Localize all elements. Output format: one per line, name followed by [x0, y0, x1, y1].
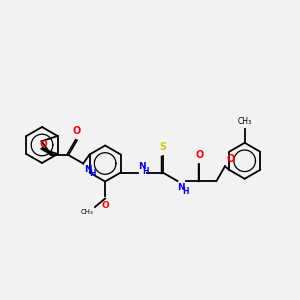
Text: S: S: [159, 142, 166, 152]
Text: N: N: [177, 183, 185, 192]
Text: O: O: [40, 140, 47, 149]
Text: O: O: [227, 154, 235, 164]
Text: N: N: [138, 161, 145, 170]
Text: H: H: [89, 169, 96, 178]
Text: N: N: [84, 164, 92, 173]
Text: H: H: [143, 167, 149, 176]
Text: O: O: [195, 150, 204, 160]
Text: CH₃: CH₃: [238, 117, 252, 126]
Text: O: O: [73, 126, 81, 136]
Text: O: O: [101, 200, 109, 209]
Text: CH₃: CH₃: [80, 209, 93, 215]
Text: H: H: [182, 187, 189, 196]
